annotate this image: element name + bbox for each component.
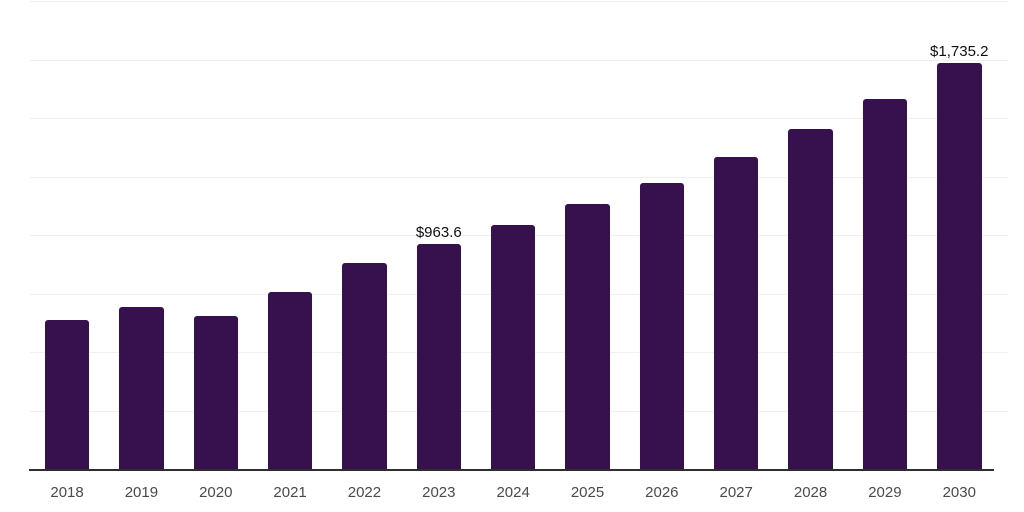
x-tick-label-2025: 2025: [570, 484, 605, 501]
bar-2026: [639, 182, 685, 469]
bar-2028: [788, 129, 833, 469]
bar-2019: [119, 307, 164, 469]
value-label-2023: $963.6: [415, 223, 462, 241]
x-axis-line: [29, 469, 994, 471]
x-tick-label-2019: 2019: [124, 484, 159, 501]
gridline: [30, 59, 1008, 61]
gridline: [30, 176, 1008, 178]
x-tick-label-2030: 2030: [942, 484, 976, 501]
x-tick-label-2020: 2020: [199, 484, 233, 501]
bar-2029: [862, 98, 908, 469]
x-tick-label-2026: 2026: [645, 484, 679, 501]
bar-2027: [713, 156, 759, 469]
x-tick-label-2029: 2029: [868, 484, 902, 501]
bar-2024: [490, 225, 536, 469]
x-tick-label-2018: 2018: [50, 484, 84, 501]
bar-2022: [342, 263, 387, 469]
bar-2020: [193, 315, 238, 469]
gridline: [30, 118, 1008, 119]
bar-2030: [937, 62, 982, 469]
bar-2025: [565, 203, 610, 469]
x-tick-label-2021: 2021: [273, 484, 307, 501]
x-tick-label-2022: 2022: [347, 484, 382, 501]
gridline: [30, 1, 1008, 2]
x-tick-label-2028: 2028: [793, 484, 828, 501]
x-tick-label-2024: 2024: [496, 484, 530, 501]
bar-2018: [44, 319, 90, 469]
x-tick-label-2027: 2027: [719, 484, 753, 501]
bar-2021: [267, 292, 313, 469]
x-tick-label-2023: 2023: [422, 484, 456, 501]
value-label-2030: $1,735.2: [930, 42, 989, 60]
bar-2023: [416, 243, 462, 469]
